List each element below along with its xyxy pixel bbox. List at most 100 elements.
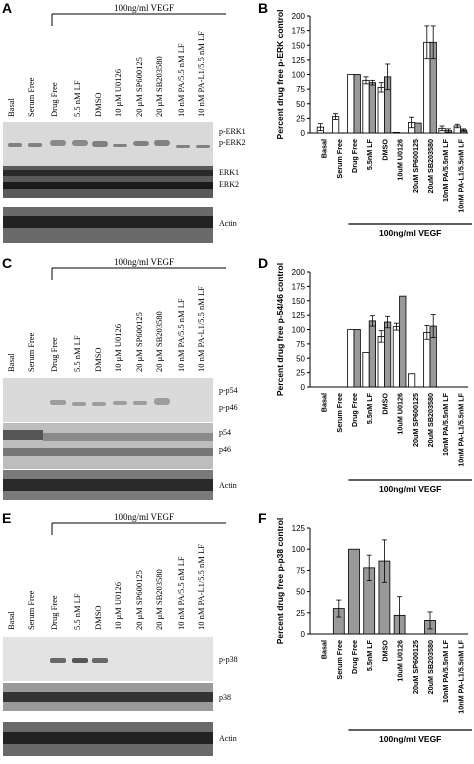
bar [383,321,392,388]
lane-label: 10 μM U0126 [113,582,123,630]
y-tick-label: 125 [292,56,306,65]
x-tick-label: DMSO [380,640,389,662]
panel-c: C 100ng/ml VEGF Basal Serum Free Drug Free… [2,255,238,500]
x-tick-label: Drug Free [350,640,359,674]
x-tick-label: 10nM PA/5.5nM LF [441,392,450,456]
lane-label: 10 nM PA/5.5 nM LF [176,556,186,630]
lane-label: DMSO [93,347,103,372]
y-tick-label: 200 [292,268,306,277]
chart-d: 0 25 50 75 100 125 150 175 200 Percent drug free … [275,263,472,494]
bar [414,122,422,134]
y-tick-label: 50 [296,588,305,597]
group-label: 100ng/ml VEGF [379,734,441,744]
lane-labels-c: Basal Serum Free Drug Free 5.5 nM LF DMSO 10 … [6,286,206,372]
x-tick-label: 10nM PA-L1/5.5nM LF [456,138,465,212]
y-tick-label: 50 [296,354,305,363]
lane-label: 10 nM PA-L1/5.5 nM LF [196,286,206,372]
blot-actin-e [3,722,213,756]
blot-p-erk [3,122,213,166]
blot-erk [3,166,213,198]
x-tick-label: 5.5nM LF [365,392,374,424]
bar [353,74,361,134]
y-axis-label: Percent drug free p-54/46 control [275,263,285,396]
bar [392,326,401,388]
y-tick-label: 0 [301,630,306,639]
panel-letter-a: A [2,0,12,16]
x-tick-label: Basal [320,139,329,158]
x-tick-label: 5.5nM LF [365,138,374,170]
lane-label: Drug Free [49,595,59,630]
y-tick-label: 50 [296,100,305,109]
blot-p38 [3,683,213,711]
lane-label: 10 nM PA-L1/5.5 nM LF [196,544,206,630]
x-tick-label: 5.5nM LF [365,639,374,671]
lane-label: 20 μM SP600125 [134,570,144,630]
bar [347,74,355,134]
y-tick-label: 125 [292,311,306,320]
lane-labels-a: Basal Serum Free Drug Free 5.5 nM LF DMSO 10 … [6,31,206,117]
y-tick-label: 150 [292,41,306,50]
bar [368,82,376,134]
y-tick-label: 75 [296,340,305,349]
bar [408,373,416,388]
y-tick-label: 75 [296,566,305,575]
x-tick-label: 20uM SP600125 [411,139,420,193]
lane-label: Drug Free [49,337,59,372]
y-tick-label: 200 [292,12,306,21]
bar [377,335,385,388]
bar [377,86,385,134]
bar [362,79,370,134]
vegf-label-c: 100ng/ml VEGF [114,257,174,267]
blot-label-p-p46: p-p46 [219,403,238,412]
lane-label: Basal [6,352,16,372]
y-tick-label: 75 [296,85,305,94]
bar [368,320,376,388]
group-label: 100ng/ml VEGF [379,228,441,238]
panel-letter-c: C [2,255,12,271]
chart-f: 0 25 50 75 100 125 Percent drug free p-p38 con… [275,518,472,744]
blot-p-p38 [3,637,213,681]
y-tick-label: 0 [301,129,306,138]
blot-actin-a [3,207,213,243]
y-tick-label: 25 [296,609,305,618]
bar [348,548,360,635]
x-tick-label: DMSO [380,393,389,415]
lane-label: 20 μM SB203580 [154,311,164,372]
x-tick-label: 10nM PA/5.5nM LF [441,639,450,703]
panel-letter-f: F [258,510,267,526]
y-axis-label: Percent drug free p-ERK control [275,10,285,140]
x-tick-label: 10uM U0126 [396,393,405,435]
x-tick-label: Drug Free [350,393,359,427]
x-tick-label: 10uM U0126 [396,139,405,181]
bar [399,295,407,388]
lane-label: 10 μM U0126 [113,324,123,372]
x-tick-label: Drug Free [350,139,359,173]
lane-label: 20 μM SB203580 [154,56,164,117]
x-tick-label: Serum Free [335,139,344,179]
y-tick-label: 125 [292,524,306,533]
bar [347,329,355,388]
lane-label: 10 nM PA/5.5 nM LF [176,43,186,117]
blot-label-p38: p38 [219,693,231,702]
y-tick-label: 100 [292,71,306,80]
blot-label-p-erk1: p-ERK1 [219,127,246,136]
lane-label: 10 nM PA/5.5 nM LF [176,298,186,372]
blot-label-p-p38: p-p38 [219,655,238,664]
lane-label: DMSO [93,92,103,117]
x-tick-label: Basal [320,640,329,659]
x-tick-label: Basal [320,393,329,412]
lane-label: 10 nM PA-L1/5.5 nM LF [196,31,206,117]
x-tick-label: 20uM SP600125 [411,393,420,447]
y-axis-label: Percent drug free p-p38 control [275,518,285,645]
blot-label-p-p54: p-p54 [219,386,238,395]
lane-label: 20 μM SB203580 [154,569,164,630]
y-tick-label: 175 [292,282,306,291]
x-tick-label: 10nM PA/5.5nM LF [441,138,450,202]
blot-label-erk2: ERK2 [219,180,239,189]
x-tick-label: 20uM SP600125 [411,640,420,694]
y-tick-label: 25 [296,369,305,378]
bar [423,331,431,388]
lane-label: 20 μM SP600125 [134,57,144,117]
vegf-label-e: 100ng/ml VEGF [114,512,174,522]
lane-label: Basal [6,97,16,117]
